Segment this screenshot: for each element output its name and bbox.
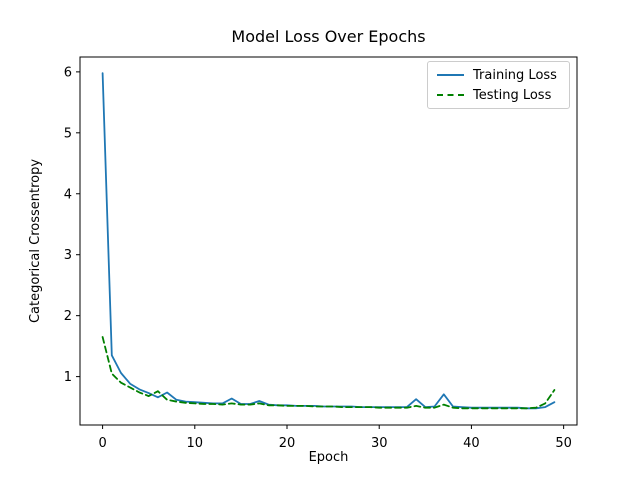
y-tick-label: 2	[64, 309, 72, 324]
testing-loss-line-sample	[437, 94, 464, 96]
plot-border	[79, 56, 578, 426]
chart-title: Model Loss Over Epochs	[231, 27, 426, 46]
y-tick-label: 5	[64, 126, 72, 141]
training-loss-line	[101, 72, 556, 410]
y-tick-label: 6	[64, 65, 72, 80]
legend-label-testing: Testing Loss	[473, 87, 552, 103]
x-tick-label: 30	[371, 436, 388, 451]
x-tick-label: 20	[279, 436, 296, 451]
x-tick-label: 50	[555, 436, 572, 451]
y-tick-label: 1	[64, 370, 72, 385]
x-tick-label: 10	[187, 436, 204, 451]
x-axis-label: Epoch	[308, 450, 349, 465]
y-tick-label: 3	[64, 248, 72, 263]
x-tick-label: 0	[98, 436, 106, 451]
testing-loss-line	[101, 336, 556, 410]
training-loss-line-sample	[437, 74, 464, 76]
legend: Training Loss Testing Loss	[427, 61, 570, 109]
legend-entry-testing: Testing Loss	[437, 88, 569, 103]
legend-label-training: Training Loss	[473, 67, 557, 83]
legend-entry-training: Training Loss	[437, 68, 569, 83]
x-tick-label: 40	[463, 436, 480, 451]
y-axis-label: Categorical Crossentropy	[28, 158, 43, 324]
y-tick-label: 4	[64, 187, 72, 202]
